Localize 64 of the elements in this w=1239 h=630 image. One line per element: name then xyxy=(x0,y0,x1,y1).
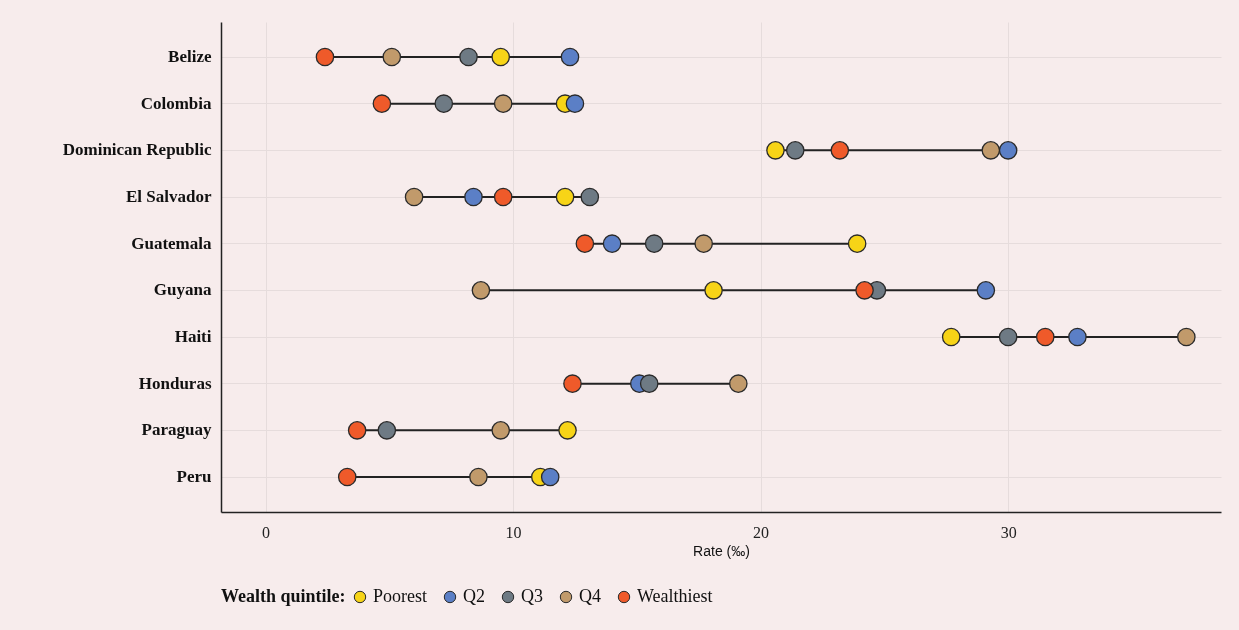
point xyxy=(491,421,511,440)
point xyxy=(729,374,748,393)
point xyxy=(1068,327,1087,347)
point xyxy=(560,47,580,67)
point xyxy=(1035,327,1055,347)
point xyxy=(644,234,664,253)
point xyxy=(704,281,723,300)
point xyxy=(337,467,357,487)
x-tick-label: 30 xyxy=(1000,523,1017,541)
y-tick-label: Paraguay xyxy=(141,420,212,440)
point xyxy=(491,47,511,67)
point xyxy=(347,421,367,440)
y-tick-label: Colombia xyxy=(140,93,212,113)
point xyxy=(1177,327,1196,347)
legend-label: Poorest xyxy=(373,586,427,606)
point xyxy=(855,281,874,300)
point xyxy=(602,234,622,253)
point xyxy=(404,187,424,207)
point xyxy=(998,327,1018,347)
y-tick-label: Dominican Republic xyxy=(62,140,212,160)
y-tick-label: Peru xyxy=(176,467,212,486)
point xyxy=(540,467,560,487)
point xyxy=(434,94,454,113)
point xyxy=(941,327,961,347)
y-tick-label: Belize xyxy=(168,47,212,66)
point xyxy=(315,47,335,67)
point xyxy=(377,421,397,440)
point xyxy=(976,281,996,300)
x-axis-title: Rate (‰) xyxy=(693,542,750,559)
point xyxy=(580,187,600,207)
x-tick-label: 10 xyxy=(505,523,522,541)
y-tick-label: El Salvador xyxy=(126,187,212,206)
point xyxy=(575,234,595,253)
legend-label: Wealthiest xyxy=(637,586,713,606)
point xyxy=(471,281,491,300)
point xyxy=(558,421,577,440)
y-tick-label: Guatemala xyxy=(131,233,212,253)
legend-label: Q4 xyxy=(579,586,601,606)
y-tick-label: Haiti xyxy=(174,327,212,346)
x-tick-label: 0 xyxy=(262,523,271,541)
point xyxy=(998,141,1018,160)
point xyxy=(555,187,575,207)
x-tick-label: 20 xyxy=(753,523,770,541)
point xyxy=(766,141,785,160)
legend-title: Wealth quintile: xyxy=(221,586,346,606)
point xyxy=(372,94,392,113)
point xyxy=(459,47,478,67)
point xyxy=(830,141,850,160)
legend-label: Q2 xyxy=(463,586,485,606)
point xyxy=(493,187,513,207)
point xyxy=(382,47,402,67)
point xyxy=(469,467,488,487)
point xyxy=(464,187,483,207)
point xyxy=(694,234,713,253)
y-tick-label: Honduras xyxy=(138,373,212,393)
point xyxy=(847,234,867,253)
point xyxy=(565,94,585,113)
point xyxy=(563,374,582,393)
legend-label: Q3 xyxy=(521,586,543,606)
point xyxy=(493,94,513,113)
point xyxy=(981,141,1001,160)
y-tick-label: Guyana xyxy=(153,280,212,300)
point xyxy=(639,374,659,393)
point xyxy=(785,141,805,160)
